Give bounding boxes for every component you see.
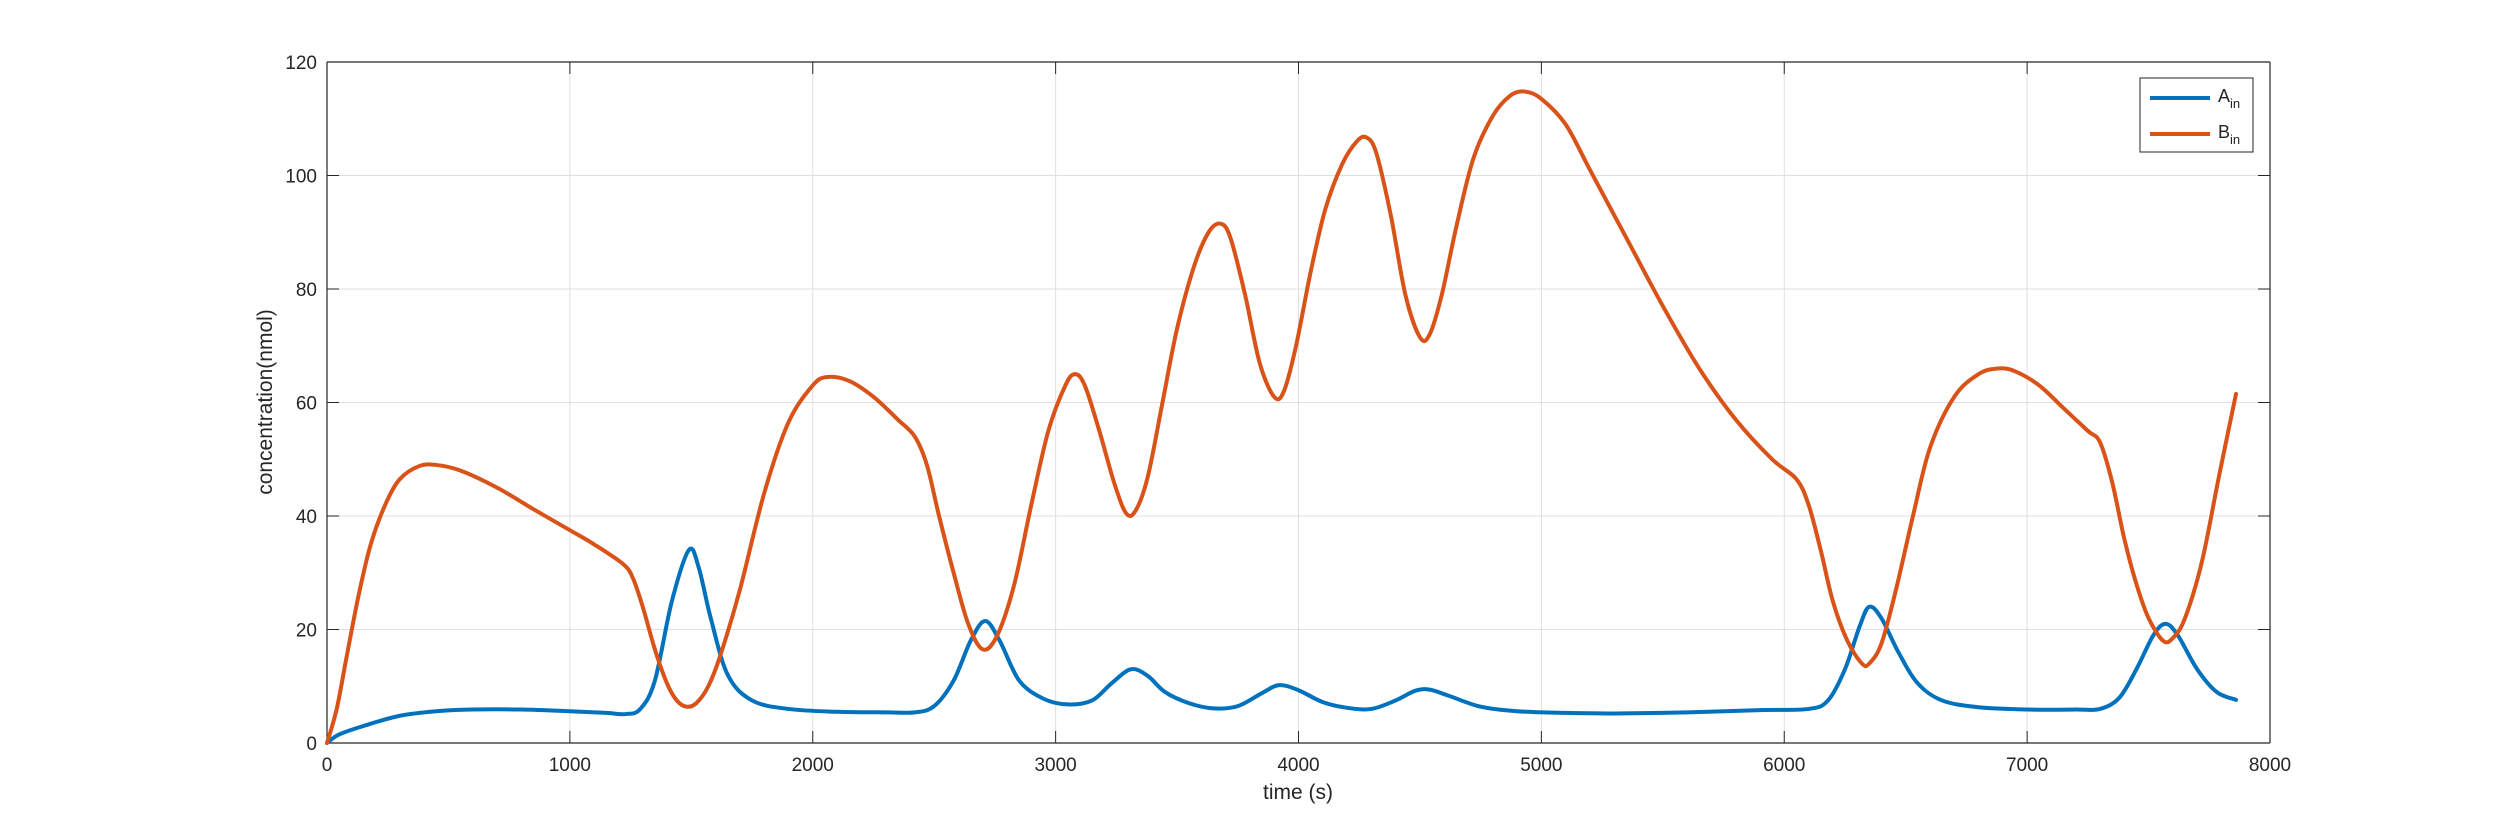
x-tick-label: 7000 (2006, 755, 2048, 776)
legend-box (2139, 77, 2254, 153)
x-tick-label: 6000 (1763, 755, 1805, 776)
y-tick-label: 60 (296, 394, 317, 415)
y-tick-label: 100 (285, 167, 317, 188)
axes (326, 61, 2271, 744)
x-axis-label: time (s) (1263, 781, 1333, 804)
x-tick-label: 1000 (549, 755, 591, 776)
x-tick-label: 2000 (792, 755, 834, 776)
y-tick-label: 20 (296, 621, 317, 642)
x-tick-label: 3000 (1034, 755, 1076, 776)
y-tick-label: 120 (285, 53, 317, 74)
y-axis-label: concentration(nmol) (254, 309, 277, 495)
x-tick-label: 4000 (1277, 755, 1319, 776)
series-lines (325, 89, 2238, 745)
series-line-b (325, 89, 2238, 745)
x-tick-label: 0 (322, 755, 333, 776)
y-tick-label: 80 (296, 280, 317, 301)
x-tick-labels: 0 1000 2000 3000 4000 5000 6000 7000 8000 (322, 755, 2291, 776)
series-line-a (325, 546, 2238, 745)
y-tick-label: 0 (306, 734, 317, 755)
y-tick-labels: 0 20 40 60 80 100 120 (285, 53, 317, 755)
x-tick-label: 8000 (2249, 755, 2291, 776)
x-tick-label: 5000 (1520, 755, 1562, 776)
y-tick-label: 40 (296, 507, 317, 528)
